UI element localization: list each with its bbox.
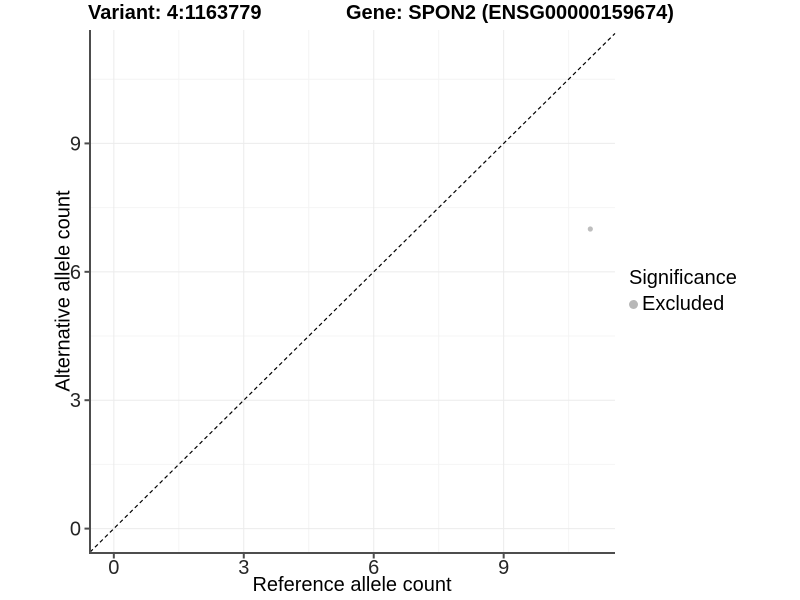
- legend-item-excluded: Excluded: [629, 293, 737, 316]
- legend-point-icon: [629, 300, 638, 309]
- y-tick-label: 6: [70, 262, 81, 284]
- y-axis-title: Alternative allele count: [52, 190, 75, 392]
- legend: Significance Excluded: [629, 267, 737, 316]
- legend-item-label: Excluded: [642, 293, 725, 315]
- y-tick-label: 0: [70, 519, 81, 541]
- plot-title-variant: Variant: 4:1163779: [88, 2, 262, 24]
- x-tick-label: 9: [498, 557, 509, 579]
- plot-title-gene: Gene: SPON2 (ENSG00000159674): [346, 2, 674, 24]
- legend-title: Significance: [629, 267, 737, 289]
- y-tick-label: 3: [70, 390, 81, 412]
- y-tick-label: 9: [70, 133, 81, 155]
- x-axis-title: Reference allele count: [252, 574, 452, 596]
- data-point: [587, 226, 593, 232]
- x-tick-label: 6: [368, 557, 379, 579]
- identity-reference-line: [89, 32, 616, 553]
- x-tick-label: 3: [238, 557, 249, 579]
- x-tick-label: 0: [108, 557, 119, 579]
